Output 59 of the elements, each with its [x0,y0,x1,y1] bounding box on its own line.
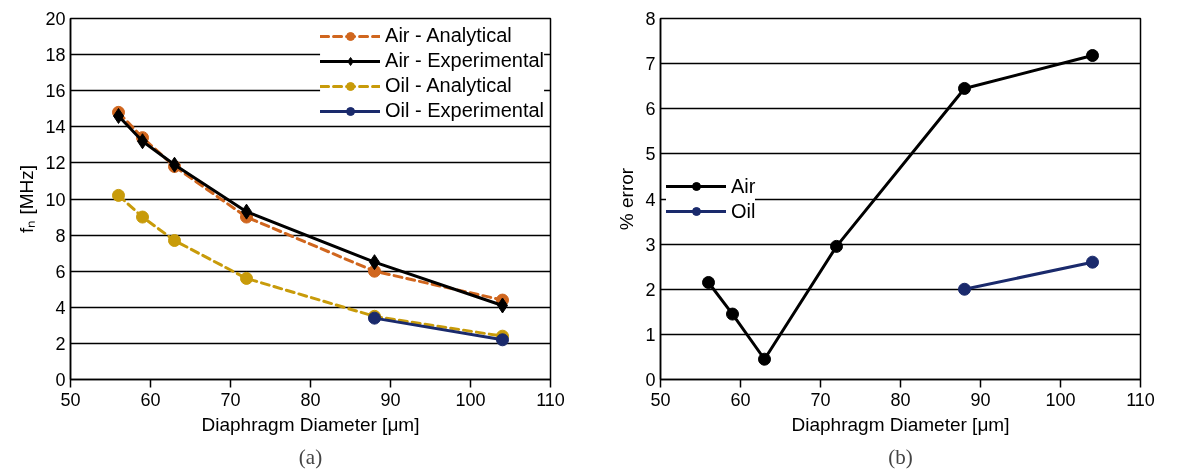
legend-label: Air - Analytical [385,24,512,47]
text: (a) [298,444,323,469]
legend-label: Air - Experimental [385,49,544,72]
point [240,271,253,285]
point [1086,255,1099,269]
y-tick-label: 1 [645,324,656,345]
point [758,352,771,366]
x-tick-label: 90 [970,389,991,410]
point [958,81,971,95]
y-tick-label: 16 [45,81,66,102]
x-tick-label: 90 [380,389,401,410]
y-tick-label: 2 [55,333,66,354]
legend-label: Oil - Experimental [385,99,544,122]
text: (b) [888,444,913,469]
x-tick-label: 60 [730,389,751,410]
point [1086,49,1099,62]
point [136,210,149,224]
x-tick-label: 80 [890,389,911,410]
y-axis-title: % error [616,167,638,231]
y-tick-label: 0 [55,370,66,390]
point [702,275,715,289]
point [168,234,181,247]
x-axis-title: Diaphragm Diameter [μm] [791,413,1010,435]
y-tick-label: 6 [645,99,656,120]
point [112,188,125,202]
x-tick-label: 100 [455,389,486,410]
point [830,239,843,253]
y-tick-label: 5 [645,144,656,165]
y-tick-label: 4 [55,297,66,318]
legend-label: Air [731,174,756,198]
y-tick-label: 10 [45,189,66,210]
y-tick-label: 7 [645,54,656,75]
y-tick-label: 4 [645,189,656,210]
x-tick-label: 110 [1126,389,1155,410]
x-tick-label: 50 [60,389,81,410]
y-tick-label: 2 [645,279,656,300]
point [496,333,509,347]
legend-label: Oil - Analytical [385,74,512,97]
y-tick-label: 14 [45,117,66,138]
y-tick-label: 20 [45,9,66,29]
y-axis-title: fₙ [MHz] [16,164,38,234]
y-tick-label: 8 [55,225,66,246]
x-tick-label: 50 [650,389,671,410]
point [726,307,739,321]
legend-label: Oil [731,199,756,223]
x-tick-label: 70 [220,389,241,410]
y-tick-label: 8 [645,9,656,29]
y-tick-label: 12 [45,153,66,174]
y-tick-label: 3 [645,234,656,255]
x-tick-label: 110 [536,389,565,410]
point [958,282,971,296]
x-tick-label: 80 [300,389,321,410]
y-tick-label: 6 [55,261,66,282]
y-tick-label: 18 [45,45,66,66]
y-tick-label: 0 [645,370,656,390]
x-tick-label: 70 [810,389,831,410]
x-tick-label: 100 [1045,389,1076,410]
x-axis-title: Diaphragm Diameter [μm] [201,413,420,435]
x-tick-label: 60 [140,389,161,410]
